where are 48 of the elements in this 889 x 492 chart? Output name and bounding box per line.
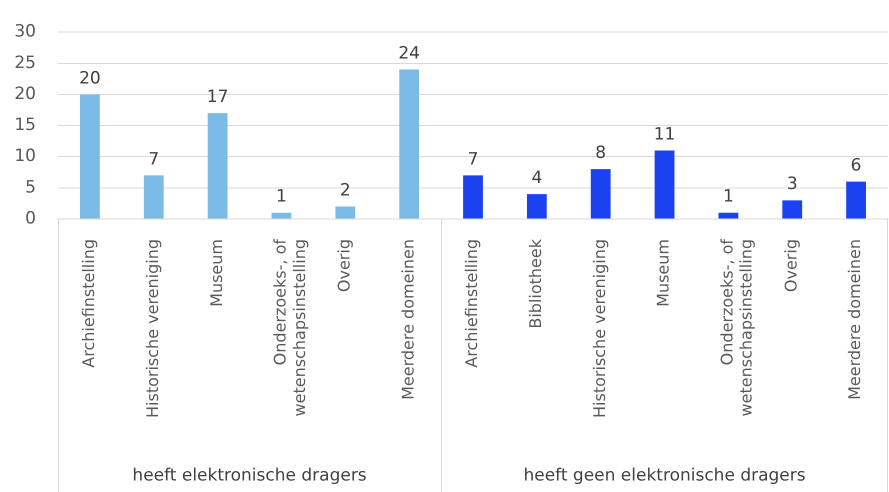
x-tick-label: Overig [781, 239, 800, 292]
data-label: 3 [786, 174, 798, 194]
data-label: 11 [654, 124, 676, 144]
data-label: 24 [398, 43, 420, 64]
data-label: 6 [850, 156, 862, 176]
bar [654, 150, 674, 218]
y-tick-label: 20 [14, 84, 36, 104]
bar [782, 200, 802, 218]
x-tick-label: Historische vereniging [590, 239, 609, 418]
data-label: 20 [79, 68, 101, 88]
bar [590, 169, 611, 218]
data-label: 7 [148, 149, 160, 170]
bar [335, 206, 356, 218]
bar [526, 194, 547, 218]
data-label: 2 [340, 180, 351, 200]
x-tick-label: Archiefinstelling [79, 239, 98, 368]
x-tick-label: Archiefinstelling [462, 239, 482, 368]
data-label: 17 [206, 87, 228, 108]
data-label: 4 [531, 168, 542, 188]
data-label: 7 [468, 149, 478, 170]
y-tick-label: 25 [14, 52, 36, 73]
x-tick-label: Onderzoeks-, of wetenschapsinstelling [718, 238, 756, 416]
x-tick-label: Historische vereniging [142, 239, 162, 418]
y-tick-label: 0 [25, 208, 36, 228]
data-label: 1 [276, 186, 287, 207]
bar [463, 175, 483, 218]
bar [399, 70, 420, 218]
bar [846, 182, 866, 218]
x-tick-label: Bibliotheek [526, 238, 545, 329]
data-label: 8 [595, 143, 606, 164]
y-tick-label: 15 [14, 115, 36, 136]
bar [208, 113, 228, 218]
y-tick-label: 30 [14, 22, 36, 42]
y-tick-label: 5 [25, 177, 36, 198]
bar [718, 212, 738, 218]
text: heeft elektronische dragers [132, 465, 367, 486]
bar [272, 212, 292, 218]
x-tick-label: Meerdere domeinen [845, 239, 864, 400]
x-tick-label: Meerdere domeinen [398, 239, 418, 400]
text: heeft geen elektronische dragers [523, 465, 806, 486]
x-tick-label: Overig [334, 239, 354, 292]
x-tick-label: Museum [206, 239, 226, 307]
x-tick-label: Museum [654, 239, 673, 307]
bar [80, 94, 100, 218]
y-tick-label: 10 [14, 146, 36, 166]
bar [144, 175, 164, 218]
data-label: 1 [722, 186, 734, 207]
x-tick-label: Onderzoeks-, of wetenschapsinstelling [270, 238, 309, 416]
